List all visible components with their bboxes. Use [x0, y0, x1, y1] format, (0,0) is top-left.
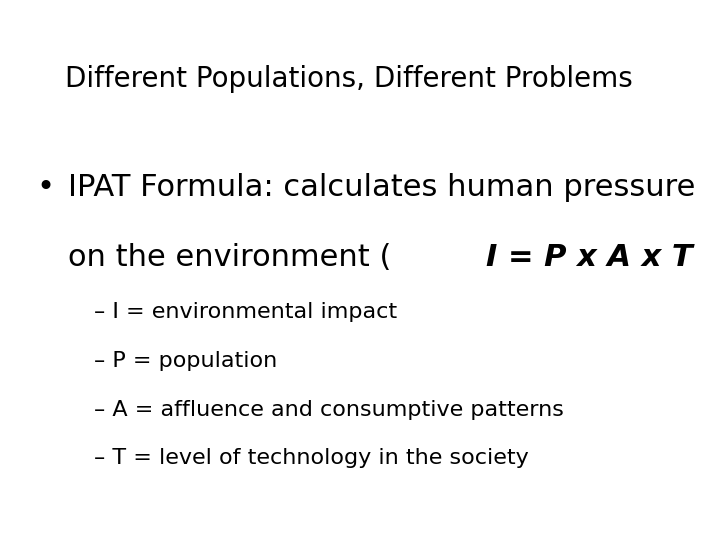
Text: – T = level of technology in the society: – T = level of technology in the society — [94, 448, 528, 468]
Text: Different Populations, Different Problems: Different Populations, Different Problem… — [65, 65, 633, 93]
Text: I = P x A x T: I = P x A x T — [486, 243, 693, 272]
Text: – A = affluence and consumptive patterns: – A = affluence and consumptive patterns — [94, 400, 564, 420]
Text: IPAT Formula: calculates human pressure: IPAT Formula: calculates human pressure — [68, 173, 696, 202]
Text: •: • — [36, 173, 54, 202]
Text: on the environment (: on the environment ( — [68, 243, 392, 272]
Text: – P = population: – P = population — [94, 351, 277, 371]
Text: – I = environmental impact: – I = environmental impact — [94, 302, 397, 322]
